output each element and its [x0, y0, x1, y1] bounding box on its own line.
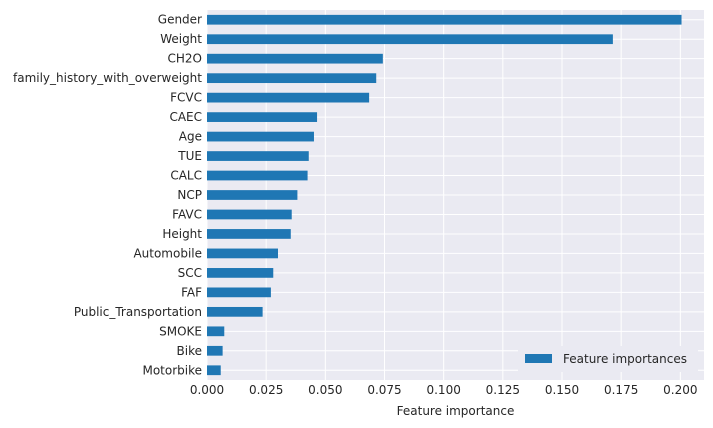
bar-ncp — [207, 190, 298, 200]
bar-ch2o — [207, 53, 383, 64]
y-tick-label: CALC — [170, 169, 202, 183]
x-axis-title: Feature importance — [397, 404, 515, 418]
y-tick-label: CH2O — [168, 52, 202, 66]
legend: Feature importances — [518, 346, 698, 372]
bar-automobile — [207, 248, 278, 259]
bar-family-history-with-overweight — [207, 73, 377, 84]
x-tick-label: 0.075 — [367, 383, 401, 397]
bar-bike — [207, 345, 223, 356]
bar-favc — [207, 209, 292, 220]
x-tick-label: 0.100 — [426, 383, 460, 397]
y-tick-label: NCP — [177, 188, 202, 202]
x-tick-label: 0.200 — [663, 383, 697, 397]
bar-motorbike — [207, 365, 221, 376]
x-tick-label: 0.050 — [308, 383, 342, 397]
bar-gender — [207, 14, 682, 25]
y-tick-label: Age — [179, 130, 202, 144]
x-tick-labels: 0.000 0.025 0.050 0.075 0.100 0.125 0.150 0.175… — [190, 383, 698, 397]
bar-age — [207, 131, 314, 142]
legend-swatch — [525, 354, 552, 363]
x-tick-label: 0.125 — [486, 383, 520, 397]
y-tick-label: Public_Transportation — [74, 305, 202, 319]
y-tick-label: CAEC — [169, 110, 202, 124]
y-tick-label: Height — [162, 227, 202, 241]
bar-height — [207, 229, 291, 239]
y-tick-labels: Gender Weight CH2O family_history_with_over… — [13, 13, 202, 378]
y-tick-label: Motorbike — [142, 363, 202, 377]
bar-caec — [207, 112, 318, 122]
x-tick-label: 0.175 — [604, 383, 638, 397]
legend-label: Feature importances — [563, 352, 687, 366]
y-tick-label: Weight — [160, 32, 202, 46]
bar-smoke — [207, 326, 225, 337]
bar-scc — [207, 268, 274, 278]
bar-public-transportation — [207, 306, 263, 317]
y-tick-label: FAF — [181, 285, 202, 299]
y-tick-label: FCVC — [170, 91, 202, 105]
bar-faf — [207, 287, 271, 298]
bar-calc — [207, 170, 308, 181]
y-tick-label: Bike — [177, 344, 202, 358]
y-tick-label: FAVC — [172, 207, 202, 221]
y-tick-label: Gender — [158, 13, 202, 27]
bar-tue — [207, 151, 309, 161]
y-tick-label: family_history_with_overweight — [13, 71, 202, 85]
bars — [207, 14, 682, 376]
x-tick-label: 0.150 — [545, 383, 579, 397]
x-tick-label: 0.025 — [249, 383, 283, 397]
y-tick-label: Automobile — [133, 246, 202, 260]
y-tick-label: TUE — [177, 149, 202, 163]
bar-weight — [207, 34, 613, 45]
x-tick-label: 0.000 — [190, 383, 224, 397]
bar-fcvc — [207, 92, 370, 103]
y-tick-label: SMOKE — [159, 324, 202, 338]
y-tick-label: SCC — [178, 266, 202, 280]
